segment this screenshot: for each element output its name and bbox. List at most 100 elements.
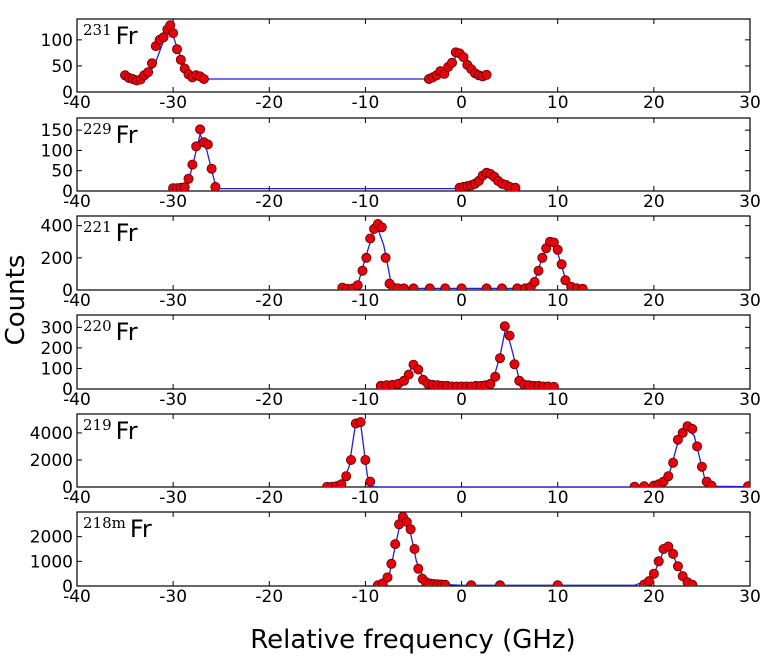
data-point (668, 548, 679, 559)
y-tick-label: 2000 (30, 451, 73, 471)
x-tick-label: -20 (255, 192, 283, 212)
y-tick-label: 2000 (30, 528, 73, 548)
isotope-element: Fr (116, 22, 138, 50)
data-point (398, 283, 409, 290)
data-point (552, 580, 563, 586)
x-tick-label: -20 (255, 587, 283, 607)
data-point (687, 579, 698, 586)
x-tick-label: 20 (643, 192, 665, 212)
data-point (663, 471, 674, 482)
data-point (629, 481, 640, 487)
x-tick-label: 10 (547, 587, 569, 607)
y-tick-label: 0 (62, 478, 73, 498)
data-point (672, 561, 683, 572)
x-tick-label: -40 (63, 587, 91, 607)
x-tick-label: 20 (643, 93, 665, 113)
x-tick-label: -20 (255, 93, 283, 113)
x-tick-label: 10 (547, 390, 569, 410)
x-tick-label: -40 (63, 291, 91, 311)
isotope-mass: 219 (83, 416, 112, 434)
x-tick-label: -10 (352, 488, 380, 508)
isotope-label: 218m Fr (83, 514, 152, 543)
x-tick-label: -30 (159, 488, 187, 508)
data-point (466, 580, 477, 586)
x-tick-label: 30 (739, 587, 761, 607)
data-point (743, 481, 750, 487)
data-point (548, 381, 559, 389)
isotope-label: 221 Fr (83, 218, 138, 247)
x-tick-label: 0 (456, 192, 467, 212)
y-tick-label: 0 (62, 380, 73, 400)
data-point (206, 163, 217, 174)
data-point (446, 57, 457, 68)
data-point (481, 283, 492, 290)
data-point (210, 181, 221, 191)
data-point (556, 259, 567, 270)
x-tick-label: -30 (159, 192, 187, 212)
x-tick-label: 20 (643, 488, 665, 508)
data-layer (322, 417, 750, 487)
x-tick-label: 30 (739, 390, 761, 410)
data-point (183, 173, 194, 184)
y-tick-label: 50 (51, 57, 73, 77)
data-point (413, 364, 424, 375)
data-point (376, 222, 387, 233)
data-point (361, 252, 372, 263)
y-tick-label: 0 (62, 83, 73, 103)
data-point (687, 423, 698, 434)
x-tick-label: -30 (159, 291, 187, 311)
x-tick-label: -10 (352, 587, 380, 607)
x-tick-label: 10 (547, 291, 569, 311)
x-tick-label: -20 (255, 390, 283, 410)
data-point (672, 434, 683, 445)
data-point (481, 69, 492, 80)
isotope-element: Fr (116, 219, 138, 247)
y-axis-label: Counts (1, 255, 31, 346)
y-tick-label: 150 (41, 121, 73, 141)
data-point (677, 427, 688, 438)
data-point (386, 558, 397, 569)
isotope-element: Fr (116, 318, 138, 346)
x-tick-label: 20 (643, 390, 665, 410)
data-point (494, 353, 505, 364)
panel-219: -40 -30 -20 -10 0 10 20 30 0 2000 4000 219 Fr (30, 413, 761, 508)
data-point (440, 579, 451, 586)
data-point (380, 252, 391, 263)
data-point (341, 471, 352, 482)
data-point (179, 182, 190, 191)
y-tick-label: 4000 (30, 424, 73, 444)
data-point (171, 44, 182, 55)
isotope-element: Fr (130, 515, 152, 543)
data-layer (168, 124, 521, 191)
x-tick-label: 0 (456, 291, 467, 311)
x-tick-label: 30 (739, 192, 761, 212)
data-point (706, 480, 717, 487)
x-tick-label: -40 (63, 488, 91, 508)
isotope-mass: 218m (83, 514, 126, 532)
data-point (497, 283, 507, 290)
data-point (663, 541, 674, 552)
x-tick-label: -30 (159, 93, 187, 113)
isotope-element: Fr (116, 121, 138, 149)
y-tick-label: 200 (41, 249, 73, 269)
data-point (692, 441, 703, 452)
data-layer (337, 218, 588, 290)
data-point (403, 369, 414, 380)
isotope-label: 219 Fr (83, 416, 138, 445)
isotope-mass: 229 (83, 120, 112, 138)
y-tick-label: 0 (62, 281, 73, 301)
data-point (382, 572, 393, 583)
data-point (355, 417, 366, 428)
data-point (644, 576, 654, 586)
panel-221: -40 -30 -20 -10 0 10 20 30 0 200 400 221 Fr (41, 215, 761, 311)
isotope-label: 229 Fr (83, 120, 138, 149)
data-layer (120, 20, 492, 86)
data-point (456, 283, 467, 290)
data-point (408, 283, 419, 290)
isotope-label: 220 Fr (83, 317, 138, 346)
data-point (360, 454, 371, 465)
data-point (158, 32, 169, 43)
x-tick-label: 10 (547, 192, 569, 212)
